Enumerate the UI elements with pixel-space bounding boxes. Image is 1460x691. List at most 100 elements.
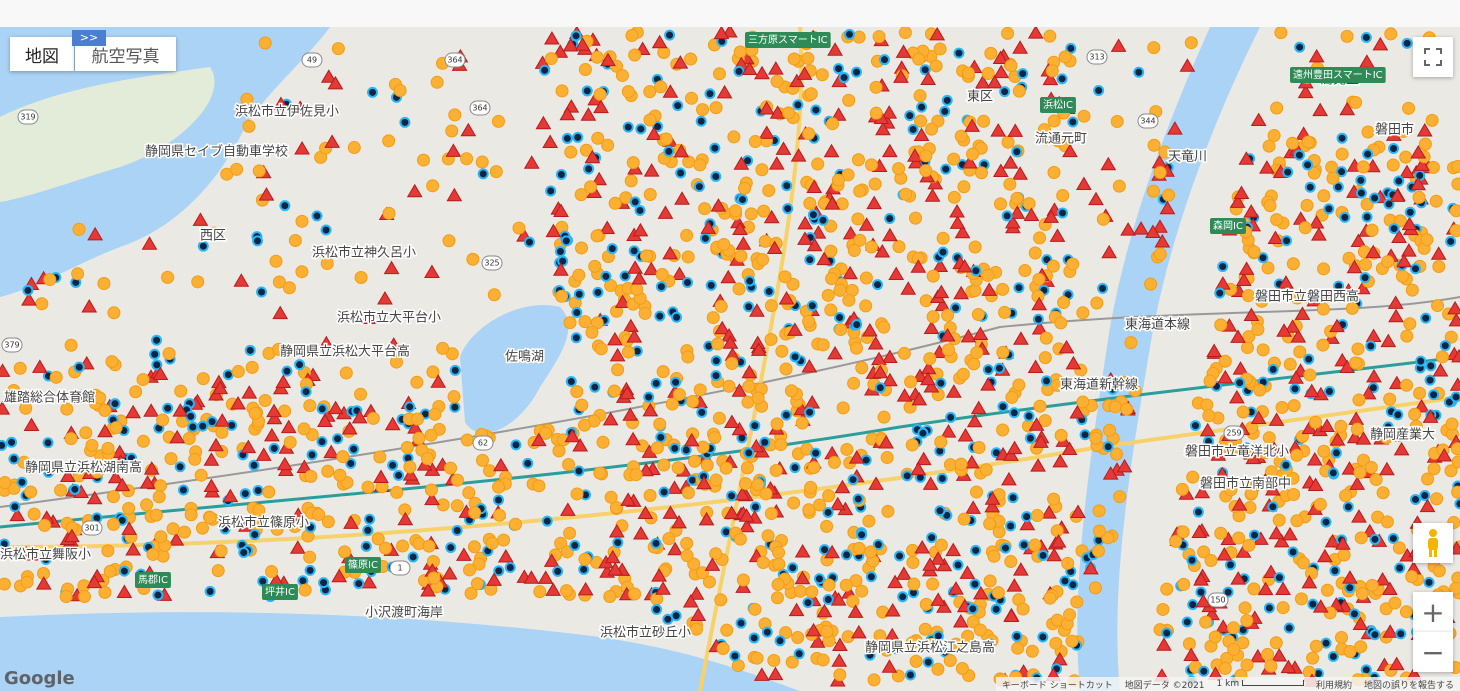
marker[interactable] bbox=[268, 442, 280, 454]
marker[interactable] bbox=[1046, 547, 1063, 562]
marker[interactable] bbox=[809, 634, 826, 648]
marker[interactable] bbox=[796, 66, 813, 80]
marker[interactable] bbox=[1240, 341, 1254, 355]
marker[interactable] bbox=[672, 387, 686, 401]
marker[interactable] bbox=[230, 396, 246, 410]
marker[interactable] bbox=[1100, 156, 1117, 171]
marker[interactable] bbox=[1192, 506, 1204, 518]
marker[interactable] bbox=[932, 630, 944, 642]
marker[interactable] bbox=[623, 318, 639, 333]
marker[interactable] bbox=[846, 594, 860, 608]
marker[interactable] bbox=[681, 486, 695, 500]
marker[interactable] bbox=[1396, 124, 1410, 138]
marker[interactable] bbox=[152, 589, 164, 601]
marker[interactable] bbox=[972, 440, 986, 454]
marker[interactable] bbox=[195, 521, 209, 535]
marker[interactable] bbox=[1193, 572, 1209, 586]
marker[interactable] bbox=[1007, 492, 1019, 504]
marker[interactable] bbox=[770, 591, 784, 605]
marker[interactable] bbox=[643, 113, 657, 127]
marker[interactable] bbox=[424, 264, 440, 279]
marker[interactable] bbox=[1301, 135, 1315, 149]
marker[interactable] bbox=[1065, 42, 1077, 54]
marker[interactable] bbox=[1345, 301, 1359, 315]
marker[interactable] bbox=[1451, 177, 1460, 191]
marker[interactable] bbox=[807, 209, 819, 221]
marker[interactable] bbox=[767, 61, 784, 75]
marker[interactable] bbox=[7, 481, 21, 495]
marker[interactable] bbox=[1262, 431, 1276, 445]
marker[interactable] bbox=[593, 99, 609, 114]
marker[interactable] bbox=[396, 539, 410, 553]
marker[interactable] bbox=[1282, 166, 1294, 178]
marker[interactable] bbox=[295, 265, 309, 279]
marker[interactable] bbox=[1184, 36, 1198, 50]
marker[interactable] bbox=[1282, 526, 1298, 541]
marker[interactable] bbox=[424, 491, 440, 506]
marker[interactable] bbox=[1037, 123, 1051, 137]
marker[interactable] bbox=[739, 477, 753, 491]
marker[interactable] bbox=[961, 154, 978, 169]
marker[interactable] bbox=[748, 632, 760, 644]
marker[interactable] bbox=[905, 438, 919, 452]
marker[interactable] bbox=[1351, 342, 1365, 356]
marker[interactable] bbox=[1302, 159, 1314, 171]
marker[interactable] bbox=[1276, 601, 1290, 615]
marker[interactable] bbox=[670, 610, 682, 622]
marker[interactable] bbox=[824, 196, 841, 210]
marker[interactable] bbox=[936, 599, 952, 613]
marker[interactable] bbox=[1339, 101, 1356, 116]
marker[interactable] bbox=[986, 74, 1003, 89]
marker[interactable] bbox=[1427, 462, 1441, 476]
marker[interactable] bbox=[1247, 245, 1261, 259]
marker[interactable] bbox=[670, 376, 682, 388]
marker[interactable] bbox=[790, 148, 807, 162]
marker[interactable] bbox=[361, 480, 375, 494]
marker[interactable] bbox=[696, 103, 710, 117]
marker[interactable] bbox=[341, 421, 358, 435]
marker[interactable] bbox=[923, 379, 940, 393]
marker[interactable] bbox=[934, 297, 951, 312]
marker[interactable] bbox=[693, 383, 707, 397]
marker[interactable] bbox=[878, 54, 890, 66]
marker[interactable] bbox=[1325, 160, 1339, 174]
marker[interactable] bbox=[393, 469, 405, 481]
marker[interactable] bbox=[913, 89, 927, 103]
marker[interactable] bbox=[816, 603, 833, 618]
marker[interactable] bbox=[621, 85, 635, 99]
marker[interactable] bbox=[424, 483, 438, 497]
marker[interactable] bbox=[688, 454, 702, 468]
marker[interactable] bbox=[772, 557, 786, 571]
marker[interactable] bbox=[1376, 486, 1390, 500]
marker[interactable] bbox=[125, 542, 142, 556]
marker[interactable] bbox=[969, 578, 981, 590]
marker[interactable] bbox=[244, 344, 256, 356]
marker[interactable] bbox=[1290, 291, 1304, 305]
marker[interactable] bbox=[1249, 529, 1261, 541]
marker[interactable] bbox=[1250, 112, 1267, 127]
marker[interactable] bbox=[112, 454, 129, 468]
marker[interactable] bbox=[1133, 66, 1145, 78]
marker[interactable] bbox=[1449, 204, 1460, 218]
marker[interactable] bbox=[758, 101, 775, 115]
marker[interactable] bbox=[758, 125, 775, 139]
marker[interactable] bbox=[931, 662, 945, 676]
marker[interactable] bbox=[628, 48, 642, 62]
marker[interactable] bbox=[174, 384, 188, 398]
marker[interactable] bbox=[980, 377, 996, 391]
marker[interactable] bbox=[43, 466, 55, 478]
marker[interactable] bbox=[1301, 574, 1318, 589]
marker[interactable] bbox=[620, 492, 636, 506]
marker[interactable] bbox=[723, 505, 740, 519]
marker[interactable] bbox=[1110, 115, 1124, 129]
marker[interactable] bbox=[542, 134, 559, 149]
marker[interactable] bbox=[86, 574, 103, 589]
marker[interactable] bbox=[233, 273, 250, 287]
marker[interactable] bbox=[819, 544, 831, 556]
marker[interactable] bbox=[924, 188, 941, 202]
marker[interactable] bbox=[774, 635, 786, 647]
marker[interactable] bbox=[702, 575, 716, 589]
marker[interactable] bbox=[604, 490, 618, 504]
marker[interactable] bbox=[853, 184, 867, 198]
marker[interactable] bbox=[1316, 302, 1330, 316]
